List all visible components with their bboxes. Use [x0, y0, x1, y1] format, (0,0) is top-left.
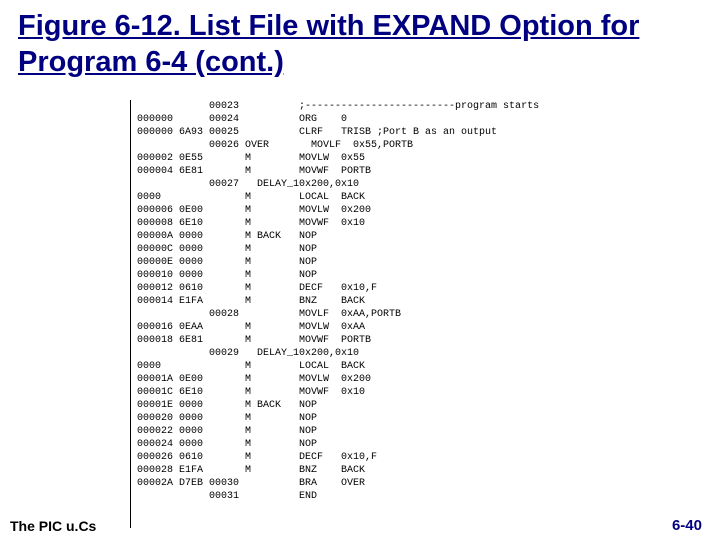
listing-container: 00023 ;-------------------------program … [130, 100, 600, 528]
figure-title: Figure 6-12. List File with EXPAND Optio… [18, 8, 688, 81]
footer-left-text: The PIC u.Cs [10, 518, 96, 534]
page-number: 6-40 [672, 517, 702, 534]
assembly-listing: 00023 ;-------------------------program … [137, 100, 600, 503]
